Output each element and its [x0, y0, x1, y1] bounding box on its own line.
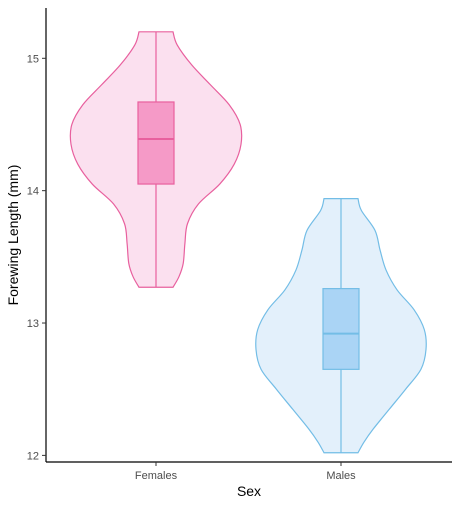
x-tick-label-females: Females: [135, 470, 178, 482]
x-ticks: Females Males: [135, 462, 356, 482]
y-tick-label-15: 15: [27, 53, 39, 65]
violin-group-males: [255, 198, 427, 454]
x-axis-title: Sex: [237, 483, 261, 499]
violin-layer: [69, 31, 427, 454]
y-tick-label-12: 12: [27, 450, 39, 462]
y-tick-label-13: 13: [27, 318, 39, 330]
box-males: [322, 288, 360, 370]
y-ticks: 12 13 14 15: [27, 53, 46, 462]
box-females: [137, 101, 175, 185]
violin-group-females: [69, 31, 243, 288]
x-tick-label-males: Males: [326, 470, 356, 482]
y-tick-label-14: 14: [27, 186, 39, 198]
y-axis-title: Forewing Length (mm): [5, 165, 21, 306]
